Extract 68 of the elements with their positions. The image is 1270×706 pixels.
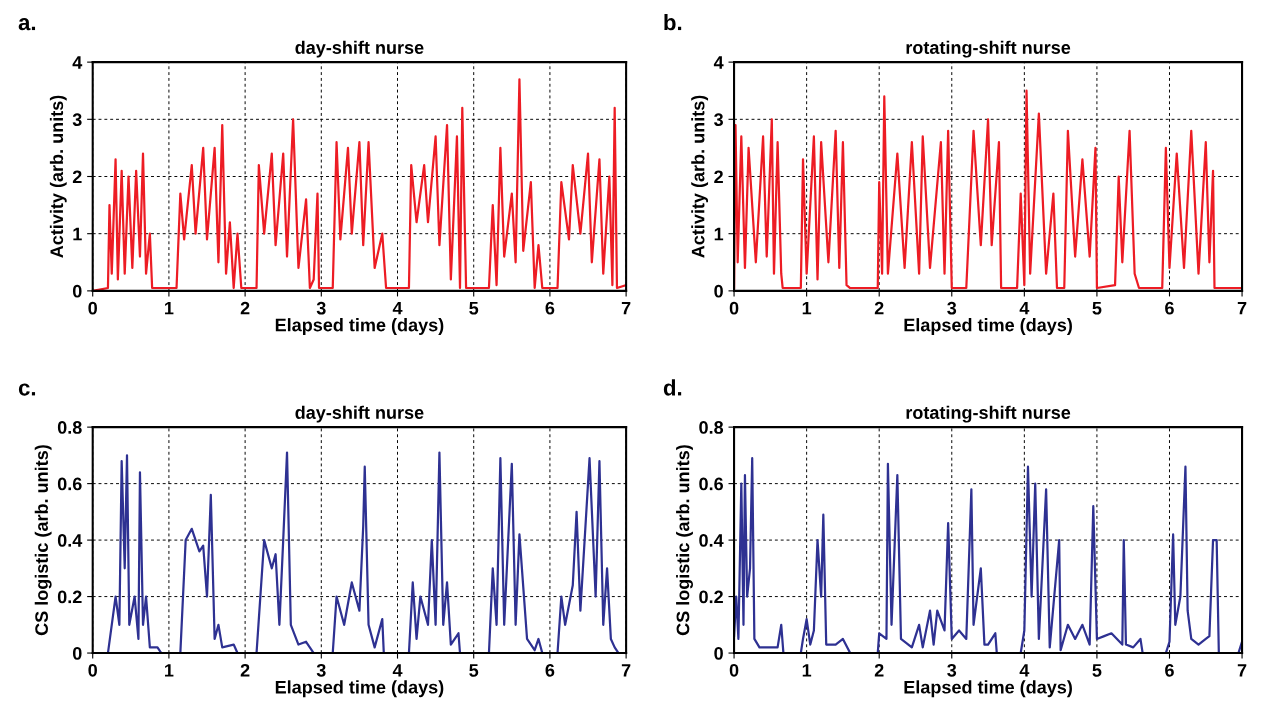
y-tick-label: 2 xyxy=(714,170,723,184)
x-tick-label: 5 xyxy=(469,301,479,315)
text: c. xyxy=(18,383,36,396)
x-tick-label: 4 xyxy=(392,664,403,677)
x-tick-label: 1 xyxy=(802,664,812,677)
x-tick-label: 1 xyxy=(165,664,174,677)
chart-title: rotating-shift nurse xyxy=(906,40,1071,58)
x-tick-label: 6 xyxy=(545,663,555,677)
x-tick-label: 7 xyxy=(1237,664,1247,677)
y-tick-label: 0.6 xyxy=(57,477,82,491)
x-tick-label: 6 xyxy=(1165,301,1174,315)
x-tick-label: 4 xyxy=(1019,301,1030,315)
x-tick-label: 5 xyxy=(1092,664,1102,677)
y-tick-label: 3 xyxy=(714,113,723,127)
x-tick-label: 0 xyxy=(729,301,739,315)
x-tick-label: 3 xyxy=(947,663,957,677)
y-axis-title: CS logistic (arb. units) xyxy=(34,445,52,636)
x-tick-label: 0 xyxy=(88,301,97,315)
x-tick-label: 5 xyxy=(469,664,479,677)
x-tick-label: 3 xyxy=(316,301,326,315)
y-tick-label: 0.6 xyxy=(699,477,723,491)
x-tick-label: 6 xyxy=(1165,663,1174,677)
y-tick-label: 0.4 xyxy=(699,534,724,547)
y-axis-title: Activity (arb. units) xyxy=(49,95,67,258)
x-tick-label: 3 xyxy=(947,301,957,315)
y-tick-label: 0.2 xyxy=(699,590,723,604)
x-tick-label: 4 xyxy=(1019,664,1030,677)
x-tick-label: 2 xyxy=(874,663,884,677)
x-tick-label: 1 xyxy=(802,301,812,315)
chart-title: day-shift nurse xyxy=(295,40,424,58)
y-tick-label: 4 xyxy=(72,56,83,69)
x-tick-label: 0 xyxy=(88,663,97,677)
chart-title: rotating-shift nurse xyxy=(906,405,1071,423)
x-tick-label: 0 xyxy=(729,663,739,677)
y-tick-label: 3 xyxy=(72,113,82,127)
x-axis-title: Elapsed time (days) xyxy=(275,680,444,698)
y-tick-label: 4 xyxy=(713,56,724,69)
y-tick-label: 0 xyxy=(714,646,723,660)
y-tick-label: 0.8 xyxy=(57,421,82,434)
x-tick-label: 7 xyxy=(1237,301,1247,315)
y-tick-label: 0 xyxy=(72,646,82,660)
y-tick-label: 0 xyxy=(714,284,723,298)
x-axis-title: Elapsed time (days) xyxy=(904,318,1072,335)
y-tick-label: 0.8 xyxy=(699,421,724,434)
x-tick-label: 2 xyxy=(240,301,250,315)
x-tick-label: 4 xyxy=(392,301,403,315)
y-tick-label: 2 xyxy=(72,170,82,184)
x-tick-label: 1 xyxy=(165,301,174,315)
text: a. xyxy=(18,18,36,31)
y-tick-label: 0 xyxy=(72,284,82,298)
x-tick-label: 3 xyxy=(316,663,326,677)
x-tick-label: 7 xyxy=(621,301,631,315)
x-axis-title: Elapsed time (days) xyxy=(275,318,444,335)
x-tick-label: 2 xyxy=(240,663,250,677)
x-tick-label: 7 xyxy=(621,664,631,677)
x-tick-label: 5 xyxy=(1092,301,1102,315)
y-axis-title: CS logistic (arb. units) xyxy=(676,445,693,636)
y-tick-label: 0.2 xyxy=(57,590,82,604)
y-tick-label: 1 xyxy=(73,227,82,241)
y-tick-label: 1 xyxy=(714,227,724,241)
y-axis-title: Activity (arb. units) xyxy=(691,95,709,258)
y-tick-label: 0.4 xyxy=(57,534,83,547)
text: d. xyxy=(663,379,682,396)
chart-title: day-shift nurse xyxy=(295,405,424,423)
x-axis-title: Elapsed time (days) xyxy=(904,680,1072,698)
text: b. xyxy=(664,13,682,31)
x-tick-label: 6 xyxy=(545,301,555,315)
x-tick-label: 2 xyxy=(874,301,884,315)
